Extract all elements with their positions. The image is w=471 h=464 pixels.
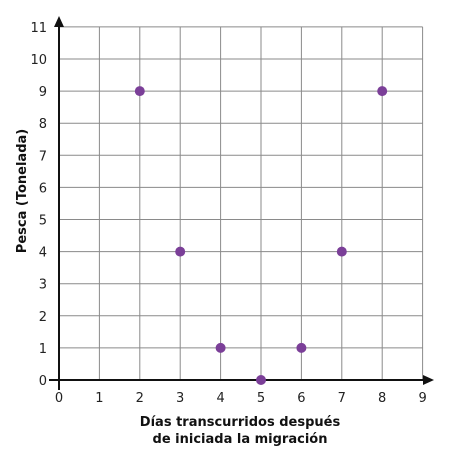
y-tick-label: 7 bbox=[39, 149, 47, 164]
data-point bbox=[336, 246, 347, 257]
data-point bbox=[296, 342, 307, 353]
data-point bbox=[215, 342, 226, 353]
x-tick-label: 8 bbox=[378, 391, 386, 406]
y-tick-label: 8 bbox=[39, 117, 47, 132]
x-tick-label: 3 bbox=[176, 391, 184, 406]
axes bbox=[49, 16, 434, 390]
y-tick-label: 6 bbox=[39, 181, 47, 196]
data-points bbox=[134, 86, 388, 385]
y-tick-label: 9 bbox=[39, 85, 47, 100]
x-tick-labels: 0 1 2 3 4 5 6 7 8 9 bbox=[55, 391, 427, 406]
x-tick-label: 5 bbox=[257, 391, 265, 406]
y-tick-labels: 0 1 2 3 4 5 6 7 8 9 10 11 bbox=[30, 21, 47, 389]
y-tick-label: 3 bbox=[39, 278, 47, 293]
x-tick-label: 2 bbox=[136, 391, 144, 406]
data-point bbox=[175, 246, 186, 257]
y-tick-label: 2 bbox=[39, 310, 47, 325]
x-axis-title-line-1: Días transcurridos después bbox=[140, 415, 341, 430]
data-point bbox=[377, 86, 388, 97]
x-tick-label: 6 bbox=[297, 391, 305, 406]
y-tick-label: 4 bbox=[39, 246, 47, 261]
y-axis-title: Pesca (Tonelada) bbox=[15, 129, 30, 253]
y-tick-label: 11 bbox=[30, 21, 47, 36]
x-tick-label: 0 bbox=[55, 391, 63, 406]
y-axis-arrow-icon bbox=[54, 16, 64, 27]
data-point bbox=[134, 86, 145, 97]
x-tick-label: 1 bbox=[95, 391, 103, 406]
y-tick-label: 0 bbox=[39, 374, 47, 389]
x-axis-arrow-icon bbox=[423, 375, 434, 385]
y-tick-label: 1 bbox=[39, 342, 47, 357]
y-tick-label: 5 bbox=[39, 214, 47, 229]
x-tick-label: 4 bbox=[216, 391, 224, 406]
y-tick-label: 10 bbox=[30, 53, 47, 68]
x-tick-label: 7 bbox=[338, 391, 346, 406]
grid bbox=[59, 26, 424, 380]
x-tick-label: 9 bbox=[418, 391, 426, 406]
x-axis-title-line-2: de iniciada la migración bbox=[153, 432, 328, 447]
data-point bbox=[256, 375, 266, 385]
